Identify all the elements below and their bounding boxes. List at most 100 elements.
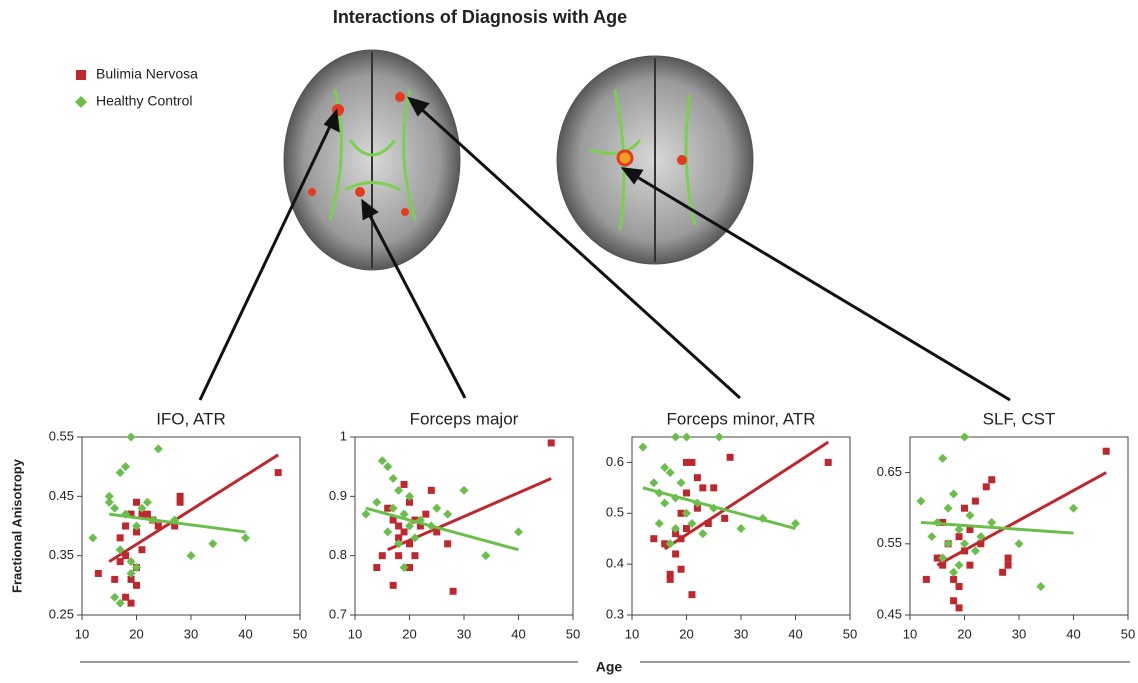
point bbox=[177, 493, 184, 500]
point bbox=[390, 582, 397, 589]
point bbox=[1005, 555, 1012, 562]
fit-line bbox=[643, 488, 796, 529]
y-tick-label: 0.65 bbox=[877, 464, 902, 479]
y-tick-label: 0.3 bbox=[606, 606, 624, 621]
x-tick-label: 10 bbox=[625, 626, 639, 641]
x-tick-label: 30 bbox=[1012, 626, 1026, 641]
point bbox=[698, 529, 707, 538]
point bbox=[372, 498, 381, 507]
point bbox=[949, 568, 958, 577]
x-tick-label: 20 bbox=[402, 626, 416, 641]
point bbox=[983, 483, 990, 490]
point bbox=[1036, 582, 1045, 591]
y-tick-label: 0.35 bbox=[49, 547, 74, 562]
point bbox=[514, 527, 523, 536]
point bbox=[361, 510, 370, 519]
y-tick-label: 0.45 bbox=[49, 488, 74, 503]
point bbox=[548, 439, 555, 446]
point bbox=[999, 569, 1006, 576]
point bbox=[241, 533, 250, 542]
x-tick-label: 40 bbox=[1066, 626, 1080, 641]
point bbox=[923, 576, 930, 583]
point bbox=[379, 552, 386, 559]
point bbox=[128, 600, 135, 607]
point bbox=[154, 444, 163, 453]
point bbox=[1015, 539, 1024, 548]
point bbox=[961, 505, 968, 512]
chart-title: Forceps minor, ATR bbox=[667, 409, 816, 428]
point bbox=[395, 552, 402, 559]
point bbox=[443, 510, 452, 519]
point bbox=[938, 454, 947, 463]
point bbox=[450, 588, 457, 595]
chart-title: Forceps major bbox=[410, 409, 519, 428]
point bbox=[275, 469, 282, 476]
brain-superior bbox=[557, 56, 753, 264]
y-tick-label: 0.5 bbox=[606, 505, 624, 520]
x-tick-label: 20 bbox=[957, 626, 971, 641]
point bbox=[117, 534, 124, 541]
point bbox=[949, 489, 958, 498]
point bbox=[432, 504, 441, 513]
x-tick-label: 50 bbox=[293, 626, 307, 641]
y-tick-label: 0.55 bbox=[877, 535, 902, 550]
point bbox=[682, 433, 691, 442]
point bbox=[683, 489, 690, 496]
point bbox=[955, 561, 964, 570]
point bbox=[138, 546, 145, 553]
x-tick-label: 50 bbox=[1121, 626, 1135, 641]
point bbox=[956, 533, 963, 540]
point bbox=[110, 504, 119, 513]
x-tick-label: 20 bbox=[679, 626, 693, 641]
plot-frame bbox=[910, 437, 1128, 615]
point bbox=[950, 597, 957, 604]
y-tick-label: 0.6 bbox=[606, 454, 624, 469]
figure: Interactions of Diagnosis with Age Age B… bbox=[0, 0, 1138, 678]
point bbox=[411, 552, 418, 559]
point bbox=[422, 511, 429, 518]
point bbox=[660, 499, 669, 508]
point bbox=[401, 481, 408, 488]
fit-line bbox=[937, 473, 1106, 566]
point bbox=[1005, 562, 1012, 569]
y-tick-label: 0.8 bbox=[329, 547, 347, 562]
chart-title: IFO, ATR bbox=[156, 409, 226, 428]
point bbox=[737, 524, 746, 533]
point bbox=[727, 454, 734, 461]
legend-marker bbox=[76, 70, 86, 80]
point bbox=[1069, 504, 1078, 513]
point bbox=[683, 525, 690, 532]
x-tick-label: 10 bbox=[348, 626, 362, 641]
point bbox=[971, 546, 980, 555]
y-tick-label: 0.7 bbox=[329, 606, 347, 621]
point bbox=[960, 433, 969, 442]
point bbox=[966, 562, 973, 569]
point bbox=[927, 532, 936, 541]
point bbox=[672, 550, 679, 557]
y-tick-label: 1 bbox=[340, 428, 347, 443]
point bbox=[116, 468, 125, 477]
point bbox=[678, 566, 685, 573]
x-tick-label: 40 bbox=[238, 626, 252, 641]
point bbox=[715, 433, 724, 442]
x-tick-label: 50 bbox=[566, 626, 580, 641]
x-axis-label: Age bbox=[596, 659, 623, 675]
point bbox=[710, 484, 717, 491]
point bbox=[649, 478, 658, 487]
y-tick-label: 0.4 bbox=[606, 556, 624, 571]
point bbox=[950, 576, 957, 583]
x-tick-label: 10 bbox=[903, 626, 917, 641]
point bbox=[143, 498, 152, 507]
point bbox=[987, 518, 996, 527]
y-tick-label: 0.45 bbox=[877, 606, 902, 621]
point bbox=[825, 459, 832, 466]
legend-label: Bulimia Nervosa bbox=[96, 66, 198, 82]
point bbox=[122, 523, 129, 530]
point bbox=[428, 487, 435, 494]
point bbox=[121, 462, 130, 471]
point bbox=[105, 492, 114, 501]
point bbox=[88, 533, 97, 542]
point bbox=[699, 484, 706, 491]
legend-marker bbox=[75, 96, 87, 108]
point bbox=[956, 583, 963, 590]
